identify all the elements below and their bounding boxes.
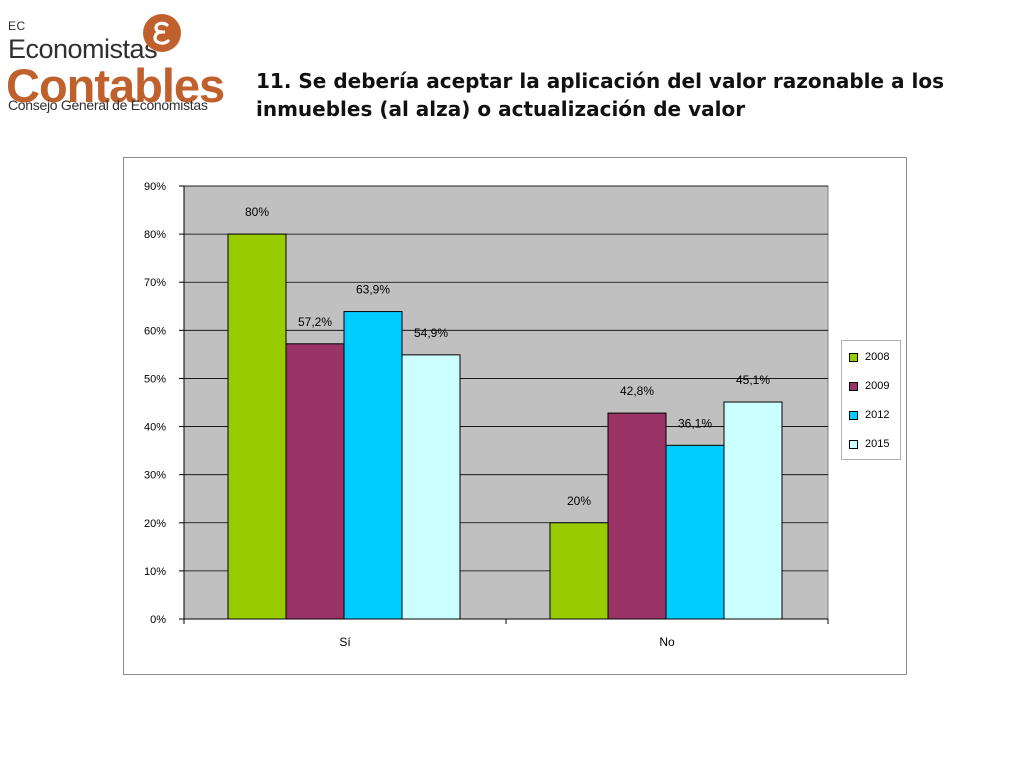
y-tick-label: 0% — [150, 614, 166, 626]
data-label: 45,1% — [736, 373, 770, 387]
bar-2008-No — [549, 522, 609, 620]
y-tick-label: 30% — [144, 470, 166, 482]
logo-consejo-text: Consejo General de Economistas — [8, 97, 208, 113]
y-tick-label: 90% — [144, 181, 166, 193]
legend-label-2012: 2012 — [865, 409, 890, 421]
data-label: 42,8% — [620, 384, 654, 398]
bar-2015-Sí — [401, 354, 461, 620]
data-label: 57,2% — [298, 315, 332, 329]
bar-2015-No — [723, 401, 783, 620]
logo-contables-text: Contables — [6, 59, 225, 112]
y-tick-label: 20% — [144, 518, 166, 530]
x-category-label: No — [659, 635, 675, 649]
slide-title: 11. Se debería aceptar la aplicación del… — [256, 69, 945, 121]
stylized-e-icon — [143, 14, 181, 52]
data-label: 20% — [567, 494, 591, 508]
legend-swatch-2012 — [849, 411, 858, 420]
y-tick-label: 10% — [144, 566, 166, 578]
legend-label-2009: 2009 — [865, 380, 890, 392]
data-label: 36,1% — [678, 416, 712, 430]
data-label: 80% — [245, 205, 269, 219]
data-label: 63,9% — [356, 283, 390, 297]
bar-2009-No — [607, 412, 667, 620]
legend-swatch-2008 — [849, 353, 858, 362]
chart-legend: 2008 2009 2012 2015 — [841, 340, 901, 460]
logo-ec-text: EC — [8, 19, 26, 33]
legend-swatch-2009 — [849, 382, 858, 391]
y-tick-label: 50% — [144, 373, 166, 385]
logo-economistas-text: Economistas — [8, 34, 158, 64]
bar-2012-No — [665, 444, 725, 620]
x-category-label: Sí — [339, 635, 351, 649]
y-tick-label: 70% — [144, 277, 166, 289]
bar-2009-Sí — [285, 343, 345, 620]
legend-label-2015: 2015 — [865, 438, 890, 450]
y-tick-label: 60% — [144, 325, 166, 337]
organization-logo: EC Economistas Contables Consejo General… — [6, 14, 225, 118]
bar-2008-Sí — [227, 233, 287, 620]
legend-label-2008: 2008 — [865, 351, 890, 363]
data-label: 54,9% — [414, 326, 448, 340]
legend-swatch-2015 — [849, 440, 858, 449]
y-tick-label: 40% — [144, 422, 166, 434]
bar-2012-Sí — [343, 311, 403, 620]
y-tick-label: 80% — [144, 229, 166, 241]
